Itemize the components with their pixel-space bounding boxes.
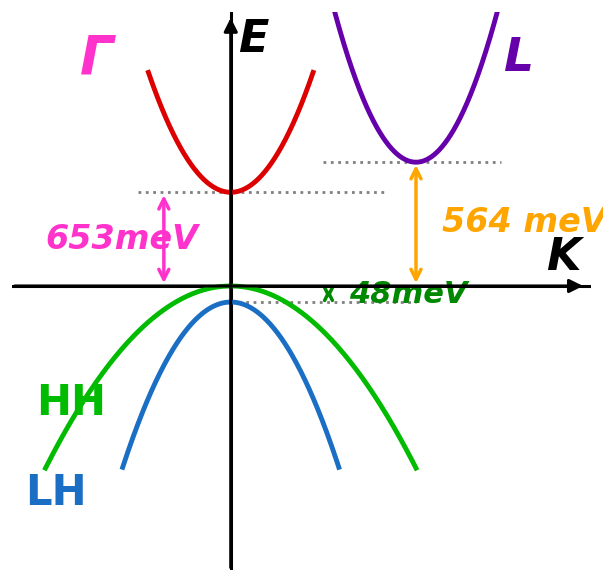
Text: 653meV: 653meV [45, 223, 198, 255]
Text: L: L [504, 36, 534, 81]
Text: K: K [546, 236, 581, 279]
Text: 564 meV: 564 meV [442, 206, 603, 239]
Text: LH: LH [25, 473, 87, 514]
Text: E: E [238, 18, 269, 61]
Text: Γ: Γ [80, 33, 114, 84]
Text: 48meV: 48meV [349, 279, 467, 308]
Text: HH: HH [36, 382, 106, 424]
